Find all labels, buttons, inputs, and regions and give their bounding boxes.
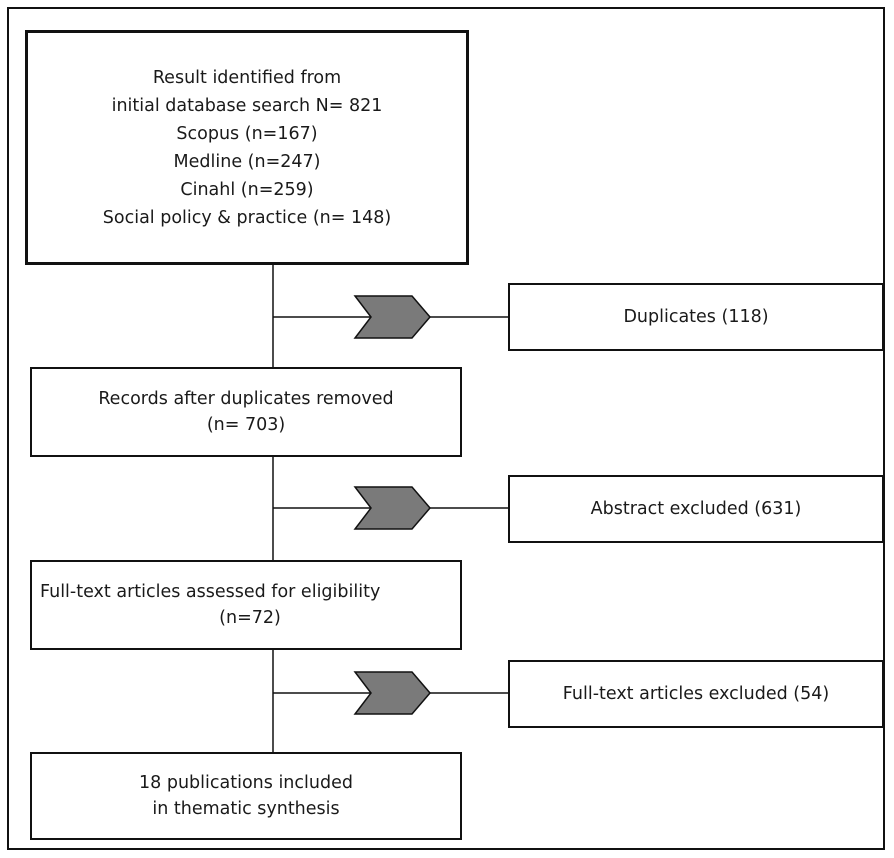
abstract-excluded-label: Abstract excluded (631) (590, 499, 802, 519)
identified-line-1: Result identified from (152, 67, 342, 88)
after-duplicates-line-1: Records after duplicates removed (98, 389, 394, 409)
diagram-frame (7, 7, 885, 850)
identified-line-3: Scopus (n=167) (176, 123, 318, 144)
fulltext-assessed-line-2: (n=72) (219, 608, 281, 628)
identified-line-5: Cinahl (n=259) (180, 179, 314, 200)
abstract-excluded-box: Abstract excluded (631) (508, 475, 884, 543)
identified-line-4: Medline (n=247) (173, 151, 321, 172)
fulltext-assessed-box: Full-text articles assessed for eligibil… (30, 560, 462, 650)
identified-records-box: Result identified from initial database … (25, 30, 469, 265)
chevron-arrow-2 (353, 486, 431, 530)
fulltext-assessed-line-1: Full-text articles assessed for eligibil… (40, 582, 381, 602)
duplicates-excluded-box: Duplicates (118) (508, 283, 884, 351)
fulltext-excluded-label: Full-text articles excluded (54) (562, 684, 830, 704)
after-duplicates-line-2: (n= 703) (206, 415, 286, 435)
identified-line-6: Social policy & practice (n= 148) (102, 207, 392, 228)
included-line-1: 18 publications included (139, 773, 353, 793)
identified-line-2: initial database search N= 821 (111, 95, 383, 116)
after-duplicates-box: Records after duplicates removed (n= 703… (30, 367, 462, 457)
fulltext-excluded-box: Full-text articles excluded (54) (508, 660, 884, 728)
chevron-arrow-3 (353, 671, 431, 715)
duplicates-excluded-label: Duplicates (118) (623, 307, 769, 327)
included-box: 18 publications included in thematic syn… (30, 752, 462, 840)
included-line-2: in thematic synthesis (152, 799, 340, 819)
chevron-arrow-1 (353, 295, 431, 339)
